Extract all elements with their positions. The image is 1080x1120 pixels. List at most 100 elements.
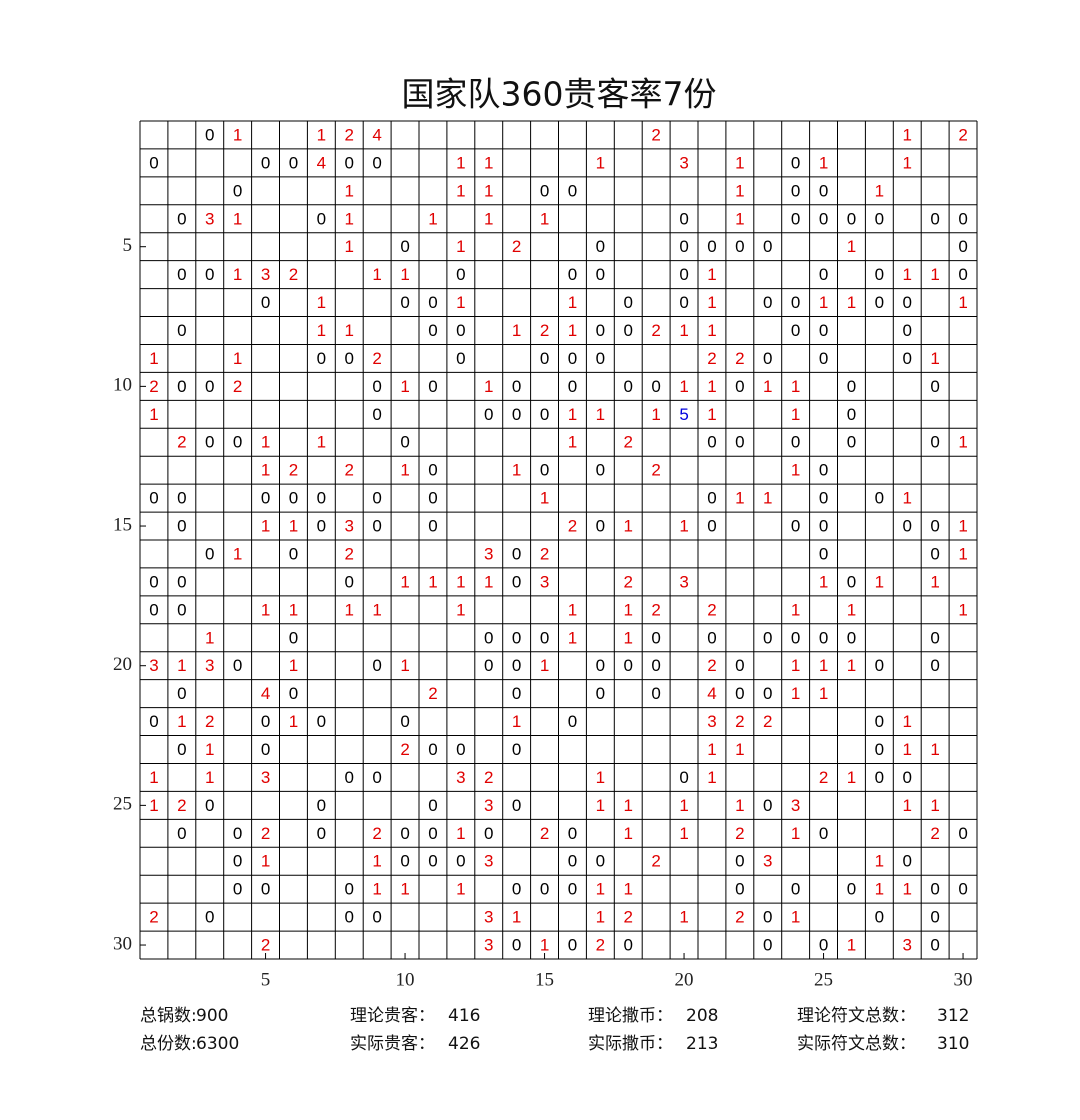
cell-value: 1 [847,656,856,675]
stat-label: 实际贵客： [350,1034,435,1054]
cell-value: 0 [289,684,298,703]
cell-value: 0 [372,656,381,675]
cell-value: 1 [903,125,912,144]
cell-value: 2 [568,517,577,536]
cell-value: 0 [345,349,354,368]
cell-value: 1 [651,405,660,424]
cell-value: 1 [596,768,605,787]
cell-value: 0 [735,433,744,452]
cell-value: 0 [707,237,716,256]
cell-value: 0 [596,684,605,703]
cell-value: 1 [149,796,158,815]
cell-value: 0 [456,852,465,871]
cell-value: 2 [540,544,549,563]
cell-value: 0 [624,656,633,675]
cell-value: 2 [205,712,214,731]
cell-value: 0 [679,293,688,312]
cell-value: 0 [372,489,381,508]
cell-value: 0 [540,628,549,647]
cell-value: 0 [317,209,326,228]
cell-value: 1 [903,880,912,899]
cell-value: 0 [568,349,577,368]
cell-value: 0 [903,349,912,368]
cell-value: 1 [819,656,828,675]
cell-value: 1 [289,517,298,536]
cell-value: 0 [233,824,242,843]
cell-value: 0 [596,852,605,871]
cell-value: 1 [958,433,967,452]
cell-value: 0 [791,181,800,200]
cell-value: 1 [679,321,688,340]
cell-value: 1 [372,600,381,619]
cell-value: 1 [903,489,912,508]
cell-value: 1 [568,405,577,424]
cell-value: 0 [261,489,270,508]
cell-value: 1 [456,824,465,843]
stat: 理论贵客： 416 [350,1006,480,1026]
cell-value: 0 [512,656,521,675]
cell-value: 1 [735,489,744,508]
cell-value: 0 [233,181,242,200]
cell-value: 1 [512,461,521,480]
cell-value: 0 [875,908,884,927]
cell-value: 0 [679,265,688,284]
cell-value: 0 [930,628,939,647]
cell-value: 1 [707,405,716,424]
cell-value: 0 [791,880,800,899]
cell-value: 0 [596,461,605,480]
cell-value: 0 [819,349,828,368]
cell-value: 0 [958,880,967,899]
cell-value: 0 [400,824,409,843]
cell-value: 0 [540,181,549,200]
cell-value: 0 [400,712,409,731]
cell-value: 0 [400,237,409,256]
cell-value: 2 [624,908,633,927]
cell-value: 1 [233,125,242,144]
cell-value: 1 [317,293,326,312]
cell-value: 1 [735,209,744,228]
cell-value: 1 [484,181,493,200]
cell-value: 2 [707,656,716,675]
cell-value: 0 [345,572,354,591]
cell-value: 0 [958,265,967,284]
cell-value: 0 [707,489,716,508]
cell-value: 1 [791,824,800,843]
cell-value: 0 [903,768,912,787]
cell-value: 0 [651,377,660,396]
cell-value: 2 [735,349,744,368]
x-tick-label: 20 [675,969,694,990]
cell-value: 0 [345,153,354,172]
cell-value: 0 [484,656,493,675]
cell-value: 0 [512,936,521,955]
cell-value: 0 [819,824,828,843]
cell-value: 0 [791,321,800,340]
cell-value: 1 [791,684,800,703]
cell-value: 0 [930,433,939,452]
cell-value: 0 [261,880,270,899]
cell-value: 0 [763,936,772,955]
cell-value: 1 [903,796,912,815]
cell-value: 0 [819,321,828,340]
cell-value: 1 [707,768,716,787]
cell-value: 1 [372,265,381,284]
cell-value: 0 [261,153,270,172]
cell-value: 0 [903,321,912,340]
cell-value: 1 [930,740,939,759]
cell-value: 0 [484,628,493,647]
stat-value: 208 [686,1006,718,1026]
cell-value: 1 [903,153,912,172]
cell-value: 0 [372,908,381,927]
cell-value: 1 [317,321,326,340]
cell-value: 5 [679,405,688,424]
cell-value: 0 [568,712,577,731]
cell-value: 1 [735,153,744,172]
cell-value: 0 [205,433,214,452]
cell-value: 0 [317,796,326,815]
cell-value: 3 [484,544,493,563]
cell-value: 1 [205,628,214,647]
cell-value: 2 [345,125,354,144]
cell-value: 1 [875,572,884,591]
x-tick-label: 5 [261,969,271,990]
cell-value: 1 [456,293,465,312]
cell-value: 0 [763,628,772,647]
